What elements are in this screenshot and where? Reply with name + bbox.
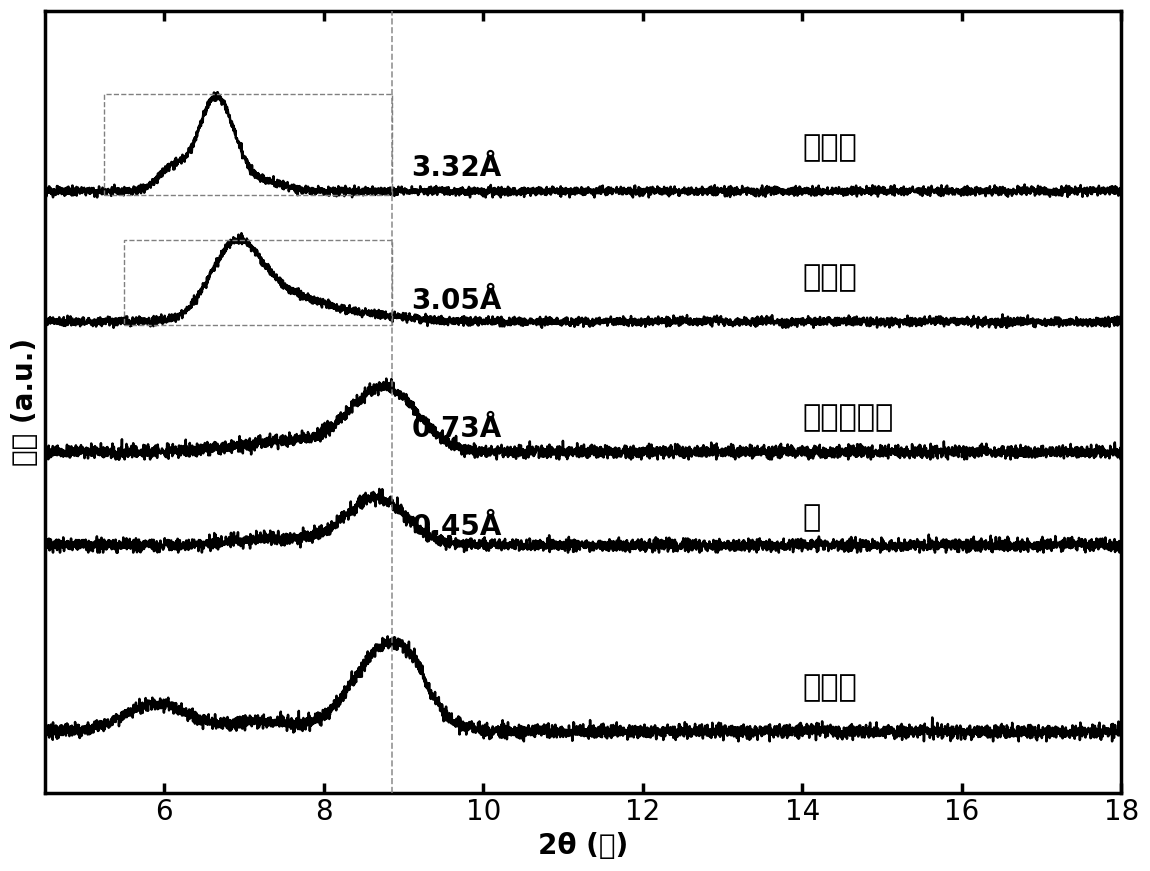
Text: 异丙胺: 异丙胺 (803, 264, 857, 293)
Text: 水合肼: 水合肼 (803, 133, 857, 162)
Text: 水: 水 (803, 503, 820, 532)
Text: 0.45Å: 0.45Å (412, 513, 501, 541)
Text: 未分层: 未分层 (803, 673, 857, 702)
Text: 0.73Å: 0.73Å (412, 415, 501, 443)
Text: 3.32Å: 3.32Å (412, 154, 501, 182)
X-axis label: 2θ (度): 2θ (度) (538, 832, 628, 860)
Text: 二甲基亚砜: 二甲基亚砜 (803, 402, 894, 432)
Y-axis label: 强度 (a.u.): 强度 (a.u.) (12, 338, 39, 466)
Text: 3.05Å: 3.05Å (412, 287, 501, 315)
